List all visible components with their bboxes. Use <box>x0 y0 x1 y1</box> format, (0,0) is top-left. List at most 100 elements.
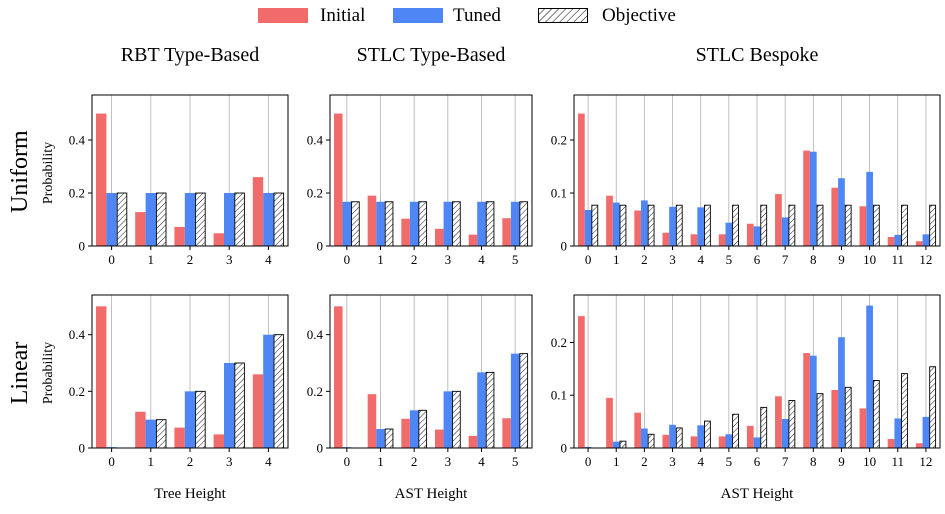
legend-label-tuned: Tuned <box>453 5 501 26</box>
x-tick-label: 8 <box>810 454 817 469</box>
bar-objective <box>452 201 461 247</box>
bar-objective <box>675 427 683 449</box>
y-tick-label: 0.4 <box>69 327 86 342</box>
bar-tuned <box>866 171 873 246</box>
bar-tuned <box>224 363 235 448</box>
bar-tuned <box>641 428 648 448</box>
x-tick-label: 12 <box>919 252 932 267</box>
bar-initial <box>606 195 613 246</box>
bar-tuned <box>612 441 620 448</box>
y-tick-label: 0.4 <box>307 327 324 342</box>
y-tick-label: 0 <box>561 441 568 456</box>
bar-tuned <box>866 305 873 448</box>
bar-tuned <box>263 193 274 246</box>
bar-objective <box>844 204 852 247</box>
bar-objective <box>485 201 495 247</box>
bar-initial <box>174 226 185 246</box>
x-axis-label-stlc-bespoke: AST Height <box>720 486 794 502</box>
bar-tuned <box>922 416 930 448</box>
bar-tuned <box>669 206 676 246</box>
bar-objective <box>901 373 908 449</box>
bar-objective <box>647 204 655 247</box>
bar-initial <box>775 194 782 246</box>
bar-objective <box>872 204 880 247</box>
bar-objective <box>384 428 394 449</box>
bar-tuned <box>894 234 902 246</box>
bar-initial <box>174 427 185 448</box>
bar-initial <box>96 113 107 247</box>
bar-tuned <box>106 193 117 246</box>
bar-initial <box>135 212 146 246</box>
x-tick-label: 6 <box>754 252 761 267</box>
bar-tuned <box>409 410 419 448</box>
bar-objective <box>116 192 128 247</box>
x-tick-label: 2 <box>641 454 648 469</box>
bar-tuned <box>781 418 789 448</box>
legend-swatch-tuned <box>393 8 443 23</box>
bar-tuned <box>725 434 733 448</box>
x-tick-label: 7 <box>782 252 789 267</box>
x-axis-label-stlc-type-based: AST Height <box>394 486 468 502</box>
x-tick-label: 0 <box>344 252 351 267</box>
bar-objective <box>929 366 937 449</box>
plot-frame <box>329 294 533 449</box>
x-tick-label: 1 <box>613 252 620 267</box>
legend-label-initial: Initial <box>320 5 366 26</box>
bar-tuned <box>753 437 761 448</box>
x-tick-label: 1 <box>377 454 384 469</box>
x-tick-label: 0 <box>585 454 592 469</box>
legend-swatch-objective <box>538 8 588 23</box>
x-tick-label: 3 <box>669 252 676 267</box>
x-tick-label: 4 <box>478 252 485 267</box>
y-tick-label: 0.2 <box>551 335 567 350</box>
bar-objective <box>234 192 245 247</box>
y-tick-label: 0.1 <box>551 388 567 403</box>
bar-tuned <box>443 201 453 246</box>
x-tick-label: 2 <box>187 252 194 267</box>
bar-tuned <box>145 193 156 246</box>
bar-tuned <box>584 446 592 448</box>
bar-tuned <box>809 151 817 246</box>
x-tick-label: 4 <box>265 252 272 267</box>
bar-objective <box>901 204 908 247</box>
column-title-stlc-bespoke: STLC Bespoke <box>695 44 819 66</box>
x-tick-label: 2 <box>411 252 418 267</box>
bar-initial <box>334 113 343 247</box>
x-tick-label: 3 <box>445 252 452 267</box>
bar-initial <box>213 233 224 246</box>
x-axis-label-rbt: Tree Height <box>154 486 226 502</box>
x-tick-label: 12 <box>919 454 932 469</box>
bar-objective <box>234 362 245 449</box>
bar-objective <box>760 406 768 449</box>
bar-objective <box>788 204 796 247</box>
bar-tuned <box>584 209 592 246</box>
bar-objective <box>155 419 167 449</box>
bar-objective <box>418 409 428 449</box>
x-tick-label: 3 <box>226 252 233 267</box>
x-tick-label: 6 <box>754 454 761 469</box>
bar-initial <box>859 206 867 246</box>
bar-objective <box>519 353 529 449</box>
bar-objective <box>675 204 683 247</box>
bar-tuned <box>781 217 789 246</box>
bar-tuned <box>443 391 453 448</box>
y-tick-label: 0.2 <box>69 384 85 399</box>
bar-initial <box>252 177 264 246</box>
x-tick-label: 7 <box>782 454 789 469</box>
bar-initial <box>803 150 810 246</box>
bar-initial <box>435 429 444 448</box>
chart-uniform-rbt: 0 1 2 3 4 0 0.2 0.4 <box>69 94 289 267</box>
x-tick-label: 4 <box>697 454 704 469</box>
bar-objective <box>816 393 824 449</box>
bar-initial <box>746 223 754 246</box>
bar-tuned <box>376 429 385 448</box>
bar-objective <box>704 420 711 449</box>
y-tick-label: 0 <box>317 441 324 456</box>
y-tick-label: 0 <box>79 441 86 456</box>
bar-objective <box>195 390 206 449</box>
bar-initial <box>334 306 343 448</box>
bar-initial <box>502 218 511 246</box>
bar-initial <box>831 187 839 246</box>
bar-tuned <box>641 200 648 246</box>
x-tick-label: 9 <box>838 252 845 267</box>
